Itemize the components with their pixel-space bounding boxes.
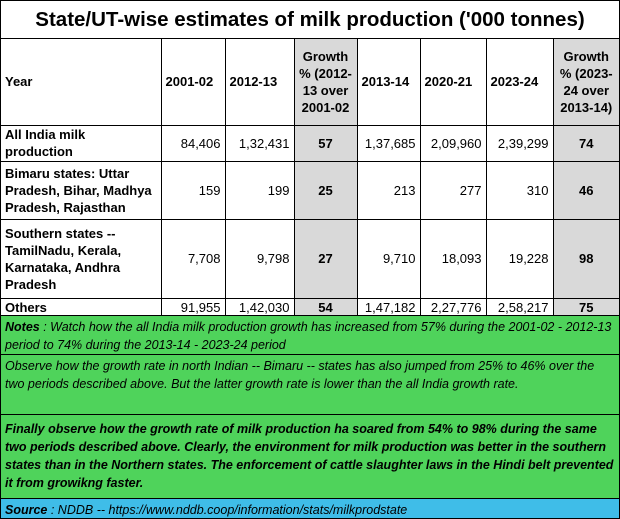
growth-cell: 46 — [552, 160, 619, 220]
header-growth-2023-24: Growth % (2023-24 over 2013-14) — [552, 39, 619, 126]
growth-cell: 25 — [293, 160, 358, 220]
page-title: State/UT-wise estimates of milk producti… — [1, 1, 619, 39]
header-year: Year — [1, 39, 162, 126]
note-1: Notes : Watch how the all India milk pro… — [1, 315, 619, 354]
table-row: Others 91,955 1,42,030 54 1,47,182 2,27,… — [1, 297, 619, 318]
table-cell: 159 — [160, 160, 226, 220]
header-2012-13: 2012-13 — [224, 39, 295, 126]
table-row: Southern states -- TamilNadu, Kerala, Ka… — [1, 218, 619, 299]
note-2-text: Observe how the growth rate in north Ind… — [5, 359, 595, 391]
table-cell: 9,710 — [356, 218, 421, 299]
table-row: Bimaru states: Uttar Pradesh, Bihar, Mad… — [1, 160, 619, 220]
header-growth-2012-13: Growth % (2012-13 over 2001-02 — [293, 39, 358, 126]
source-lead: Source — [5, 503, 48, 517]
header-2023-24: 2023-24 — [485, 39, 554, 126]
table-cell: 2,09,960 — [419, 124, 487, 162]
table-header-row: Year 2001-02 2012-13 Growth % (2012-13 o… — [1, 39, 619, 126]
milk-production-table: Year 2001-02 2012-13 Growth % (2012-13 o… — [1, 39, 619, 318]
table-cell: 2,39,299 — [485, 124, 554, 162]
note-3: Finally observe how the growth rate of m… — [1, 414, 619, 498]
source-line: Source : NDDB -- https://www.nddb.coop/i… — [1, 498, 619, 518]
growth-cell: 74 — [552, 124, 619, 162]
note-3-text: Finally observe how the growth rate of m… — [5, 422, 614, 490]
table-cell: 310 — [485, 160, 554, 220]
table-cell: 1,42,030 — [224, 297, 295, 318]
header-2013-14: 2013-14 — [356, 39, 421, 126]
growth-cell: 98 — [552, 218, 619, 299]
note-1-text: : Watch how the all India milk productio… — [5, 320, 612, 352]
table-row: All India milk production 84,406 1,32,43… — [1, 124, 619, 162]
table-cell: 7,708 — [160, 218, 226, 299]
row-label: All India milk production — [1, 124, 162, 162]
table-cell: 9,798 — [224, 218, 295, 299]
table-cell: 277 — [419, 160, 487, 220]
growth-cell: 75 — [552, 297, 619, 318]
note-2: Observe how the growth rate in north Ind… — [1, 354, 619, 414]
table-cell: 19,228 — [485, 218, 554, 299]
growth-cell: 27 — [293, 218, 358, 299]
table-cell: 1,32,431 — [224, 124, 295, 162]
header-2001-02: 2001-02 — [160, 39, 226, 126]
table-cell: 199 — [224, 160, 295, 220]
table-cell: 84,406 — [160, 124, 226, 162]
table-cell: 1,47,182 — [356, 297, 421, 318]
growth-cell: 54 — [293, 297, 358, 318]
table-cell: 213 — [356, 160, 421, 220]
table-cell: 2,27,776 — [419, 297, 487, 318]
row-label: Bimaru states: Uttar Pradesh, Bihar, Mad… — [1, 160, 162, 220]
header-2020-21: 2020-21 — [419, 39, 487, 126]
table-cell: 18,093 — [419, 218, 487, 299]
source-link[interactable]: : NDDB -- https://www.nddb.coop/informat… — [47, 503, 408, 517]
table-cell: 1,37,685 — [356, 124, 421, 162]
notes-lead: Notes — [5, 320, 40, 334]
growth-cell: 57 — [293, 124, 358, 162]
row-label: Southern states -- TamilNadu, Kerala, Ka… — [1, 218, 162, 299]
